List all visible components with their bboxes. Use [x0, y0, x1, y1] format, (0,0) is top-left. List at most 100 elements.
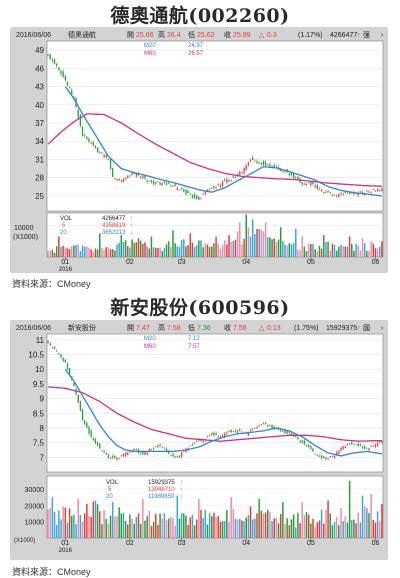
volume-bar	[127, 246, 129, 257]
chart2-volume-bars	[47, 480, 383, 538]
candle-body	[217, 184, 219, 186]
chart1-volume-area	[46, 212, 384, 258]
chart2-vol-up-icon: ↑	[180, 480, 183, 486]
candle-body	[342, 193, 344, 195]
volume-bar	[318, 520, 321, 538]
volume-bar	[325, 241, 327, 257]
candle-body	[68, 87, 71, 89]
chart1-extra: 强	[363, 31, 370, 39]
candle-body	[338, 194, 340, 197]
candle-body	[86, 422, 88, 428]
volume-bar	[288, 525, 291, 538]
candle-body	[359, 443, 362, 446]
volume-bar	[363, 506, 366, 538]
volume-bar	[245, 517, 247, 538]
volume-bar	[211, 516, 213, 538]
volume-bar	[206, 244, 209, 257]
candle-body	[301, 440, 303, 443]
volume-bar	[101, 247, 103, 257]
volume-bar	[219, 248, 222, 257]
chart1-vol-label: VOL	[60, 216, 73, 222]
volume-bar	[318, 245, 321, 257]
candle-body	[180, 452, 183, 457]
volume-bar	[228, 235, 230, 257]
volume-bar	[320, 509, 323, 538]
volume-bar	[116, 515, 118, 538]
candle-body	[221, 181, 224, 187]
x-tick-label: 06	[372, 540, 380, 547]
candle-body	[269, 425, 271, 427]
volume-bar	[159, 513, 161, 538]
chart2-vol-value: 15929375	[148, 480, 175, 486]
candle-body	[174, 456, 176, 458]
volume-bar	[159, 247, 161, 257]
candle-body	[239, 429, 241, 431]
volume-bar	[292, 243, 295, 257]
volume-bar	[301, 236, 303, 257]
volume-bar	[152, 521, 155, 538]
volume-bar	[351, 243, 353, 257]
candle-body	[133, 448, 135, 451]
volume-bar	[131, 239, 133, 257]
candle-body	[336, 452, 338, 455]
candle-body	[62, 358, 64, 362]
volume-bar	[379, 521, 381, 538]
volume-bar	[137, 513, 140, 538]
candle-body	[256, 161, 258, 164]
volume-bar	[320, 248, 323, 257]
price-tick-label: 46	[35, 64, 44, 73]
candle-body	[60, 354, 62, 358]
volume-bar	[90, 249, 92, 257]
volume-bar	[243, 238, 245, 257]
volume-bar	[81, 521, 84, 538]
volume-bar	[53, 511, 56, 538]
volume-bar	[51, 249, 54, 257]
volume-bar	[277, 523, 280, 538]
volume-bar	[236, 519, 239, 538]
volume-bar	[363, 243, 366, 257]
volume-bar	[254, 234, 256, 257]
candle-body	[103, 155, 105, 158]
candle-body	[211, 187, 213, 189]
chart2-vol5-up-icon: ↑	[180, 487, 183, 493]
chart2-title: 新安股份(600596)	[110, 297, 290, 319]
candle-body	[344, 446, 346, 448]
candle-body	[292, 173, 295, 178]
volume-bar	[277, 239, 280, 257]
chart1-stock-name: 德奧通航	[68, 30, 96, 39]
chart1-change: 0.3	[267, 32, 277, 39]
volume-bar	[282, 502, 284, 538]
candle-body	[361, 192, 364, 194]
volume-bar	[381, 503, 383, 538]
chart1-vol5-value: 4358819	[102, 223, 126, 229]
x-tick-label: 03	[178, 540, 186, 547]
volume-bar	[351, 520, 353, 538]
chart1-vol-value: 4266477	[102, 216, 126, 222]
candle-body	[81, 126, 84, 136]
price-tick-label: 40	[35, 101, 44, 110]
volume-bar	[258, 498, 260, 538]
chart1-vol-up-icon: ↑	[130, 216, 133, 222]
volume-bar	[120, 235, 123, 257]
volume-bar	[376, 248, 379, 257]
candle-body	[185, 190, 187, 195]
candle-body	[152, 181, 155, 185]
candle-body	[155, 182, 157, 184]
candle-body	[256, 426, 258, 428]
volume-bar	[60, 519, 62, 538]
candle-body	[92, 141, 94, 146]
candle-body	[249, 159, 252, 162]
candle-body	[232, 430, 234, 432]
volume-bar	[290, 244, 293, 257]
volume-bar	[329, 513, 331, 538]
volume-bar	[303, 515, 306, 538]
candle-body	[331, 194, 334, 196]
candle-body	[284, 430, 286, 434]
volume-bar	[331, 525, 334, 538]
candle-body	[357, 193, 359, 196]
candle-body	[308, 444, 310, 448]
volume-bar	[71, 246, 73, 257]
volume-bar	[344, 516, 347, 538]
volume-bar	[124, 240, 127, 257]
candle-body	[357, 443, 359, 447]
